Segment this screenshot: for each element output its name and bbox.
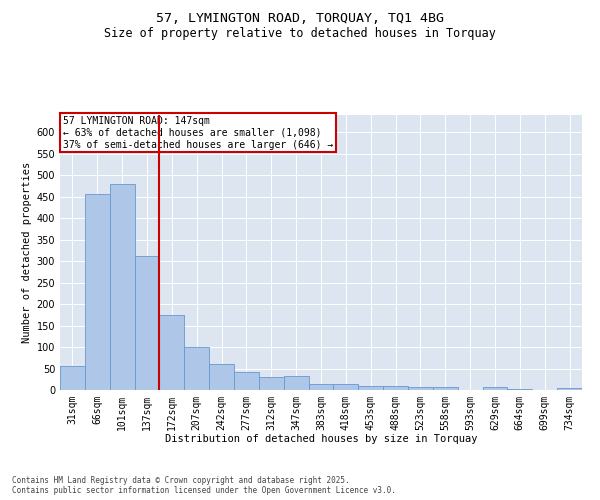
Y-axis label: Number of detached properties: Number of detached properties bbox=[22, 162, 32, 343]
Bar bbox=[160, 315, 184, 390]
Bar bbox=[134, 256, 160, 390]
Bar bbox=[358, 386, 383, 390]
Bar bbox=[308, 384, 334, 390]
Bar bbox=[110, 184, 134, 390]
Bar bbox=[234, 372, 259, 390]
Bar bbox=[408, 386, 433, 390]
Bar bbox=[557, 388, 582, 390]
Text: Contains HM Land Registry data © Crown copyright and database right 2025.
Contai: Contains HM Land Registry data © Crown c… bbox=[12, 476, 396, 495]
Bar bbox=[284, 376, 308, 390]
Bar bbox=[508, 388, 532, 390]
Text: 57 LYMINGTON ROAD: 147sqm
← 63% of detached houses are smaller (1,098)
37% of se: 57 LYMINGTON ROAD: 147sqm ← 63% of detac… bbox=[62, 116, 333, 150]
Bar bbox=[482, 386, 508, 390]
Bar bbox=[209, 364, 234, 390]
X-axis label: Distribution of detached houses by size in Torquay: Distribution of detached houses by size … bbox=[165, 434, 477, 444]
Bar bbox=[85, 194, 110, 390]
Bar bbox=[259, 377, 284, 390]
Bar bbox=[184, 347, 209, 390]
Bar bbox=[334, 384, 358, 390]
Text: Size of property relative to detached houses in Torquay: Size of property relative to detached ho… bbox=[104, 28, 496, 40]
Text: 57, LYMINGTON ROAD, TORQUAY, TQ1 4BG: 57, LYMINGTON ROAD, TORQUAY, TQ1 4BG bbox=[156, 12, 444, 26]
Bar bbox=[60, 366, 85, 390]
Bar bbox=[433, 386, 458, 390]
Bar bbox=[383, 386, 408, 390]
